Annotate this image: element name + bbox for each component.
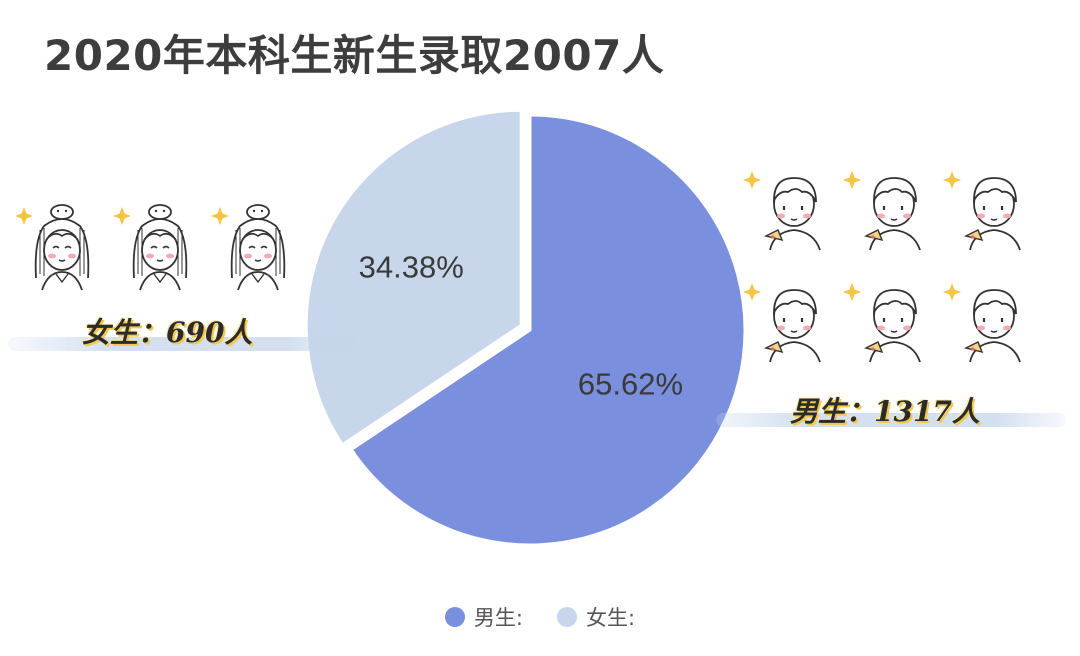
pct-label-male: 65.62% (578, 367, 683, 402)
male-count-callout: 男生：1317人 (790, 395, 980, 428)
legend-dot-female (557, 607, 577, 627)
boy-avatar-icon (840, 272, 932, 368)
boy-avatar-icon (740, 160, 832, 256)
girl-avatar-icon (112, 200, 194, 296)
legend-item-female[interactable]: 女生: (557, 602, 635, 632)
pie-slice-female[interactable] (304, 108, 523, 447)
boy-avatar-icon (840, 160, 932, 256)
legend-label-female: 女生: (586, 606, 636, 630)
male-brush-stroke (716, 413, 1066, 427)
chart-title: 2020年本科生新生录取2007人 (44, 31, 665, 80)
boy-avatar-icon (940, 272, 1032, 368)
legend-item-male[interactable]: 男生: (444, 602, 523, 632)
pct-label-female: 34.38% (359, 250, 464, 285)
female-count-callout: 女生：690人 (82, 316, 253, 349)
pie-slice-male[interactable] (349, 113, 747, 547)
girl-avatar-icon (14, 200, 96, 296)
boy-avatar-icon (940, 160, 1032, 256)
legend-dot-male (444, 607, 465, 627)
girl-avatar-icon (210, 200, 292, 296)
legend-label-male: 男生: (473, 606, 523, 630)
boy-avatar-icon (740, 272, 832, 368)
female-brush-stroke (8, 337, 358, 351)
chart-legend: 男生: 女生: (0, 602, 1080, 632)
